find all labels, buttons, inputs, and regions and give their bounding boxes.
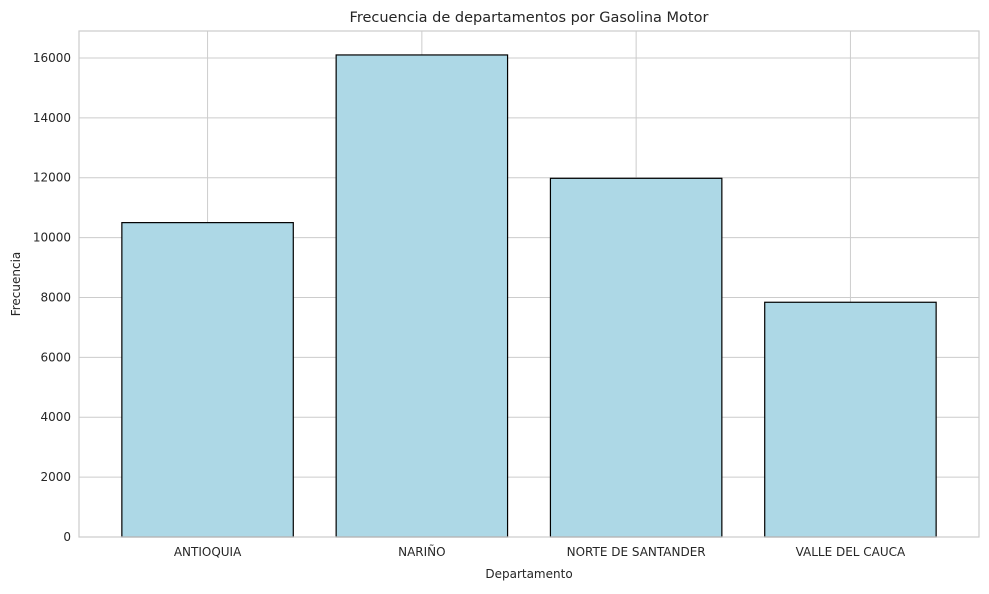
bar [549,177,723,538]
x-axis-label: Departamento [485,567,572,581]
y-tick-label: 14000 [33,111,71,125]
y-axis-label: Frecuencia [9,252,23,317]
y-tick-label: 0 [63,530,71,544]
y-tick-label: 2000 [40,470,71,484]
y-tick-label: 4000 [40,410,71,424]
bar [121,222,294,538]
bars [121,54,937,538]
y-tick-label: 10000 [33,231,71,245]
x-tick-label: ANTIOQUIA [174,545,242,559]
chart-title: Frecuencia de departamentos por Gasolina… [350,10,709,26]
y-tick-label: 8000 [40,290,71,304]
bar [764,301,937,538]
plot-frame [78,30,980,538]
x-axis-ticks: ANTIOQUIA NARIÑO NORTE DE SANTANDER VALLE D… [174,544,906,559]
y-tick-label: 16000 [33,51,71,65]
x-tick-label: NORTE DE SANTANDER [567,545,706,559]
x-tick-label: NARIÑO [398,544,445,559]
y-axis-ticks: 0 2000 4000 6000 8000 10000 12000 14000 16000 [33,51,71,544]
bar [335,54,509,538]
x-tick-label: VALLE DEL CAUCA [796,545,906,559]
y-tick-label: 12000 [33,171,71,185]
y-tick-label: 6000 [40,350,71,364]
